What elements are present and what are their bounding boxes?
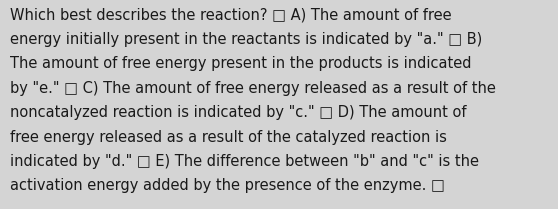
Text: energy initially present in the reactants is indicated by "a." □ B): energy initially present in the reactant…: [10, 32, 482, 47]
Text: activation energy added by the presence of the enzyme. □: activation energy added by the presence …: [10, 178, 445, 194]
Text: noncatalyzed reaction is indicated by "c." □ D) The amount of: noncatalyzed reaction is indicated by "c…: [10, 105, 466, 120]
Text: indicated by "d." □ E) The difference between "b" and "c" is the: indicated by "d." □ E) The difference be…: [10, 154, 479, 169]
Text: free energy released as a result of the catalyzed reaction is: free energy released as a result of the …: [10, 130, 447, 145]
Text: Which best describes the reaction? □ A) The amount of free: Which best describes the reaction? □ A) …: [10, 7, 451, 22]
Text: by "e." □ C) The amount of free energy released as a result of the: by "e." □ C) The amount of free energy r…: [10, 81, 496, 96]
Text: The amount of free energy present in the products is indicated: The amount of free energy present in the…: [10, 56, 472, 71]
